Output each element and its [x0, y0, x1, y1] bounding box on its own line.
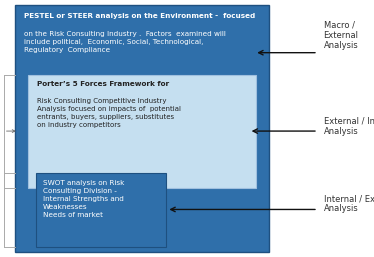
Text: Macro /
External
Analysis: Macro / External Analysis: [324, 21, 359, 50]
Text: Internal / External
Analysis: Internal / External Analysis: [324, 194, 374, 213]
Text: PESTEL or STEER analysis on the Environment -  focused: PESTEL or STEER analysis on the Environm…: [24, 13, 255, 19]
Bar: [15, 5, 269, 252]
Text: External / Internal
Analysis: External / Internal Analysis: [324, 117, 374, 136]
Text: SWOT analysis on Risk
Consulting Division -
Internal Strengths and
Weaknesses
Ne: SWOT analysis on Risk Consulting Divisio…: [43, 180, 125, 218]
Text: Porter’s 5 Forces Framework for: Porter’s 5 Forces Framework for: [37, 81, 169, 87]
Bar: [28, 75, 256, 188]
Text: Risk Consulting Competitive Industry
Analysis focused on impacts of  potential
e: Risk Consulting Competitive Industry Ana…: [37, 98, 181, 128]
Bar: [36, 173, 166, 247]
Text: on the Risk Consulting Industry .  Factors  examined will
include political,  Ec: on the Risk Consulting Industry . Factor…: [24, 31, 226, 53]
